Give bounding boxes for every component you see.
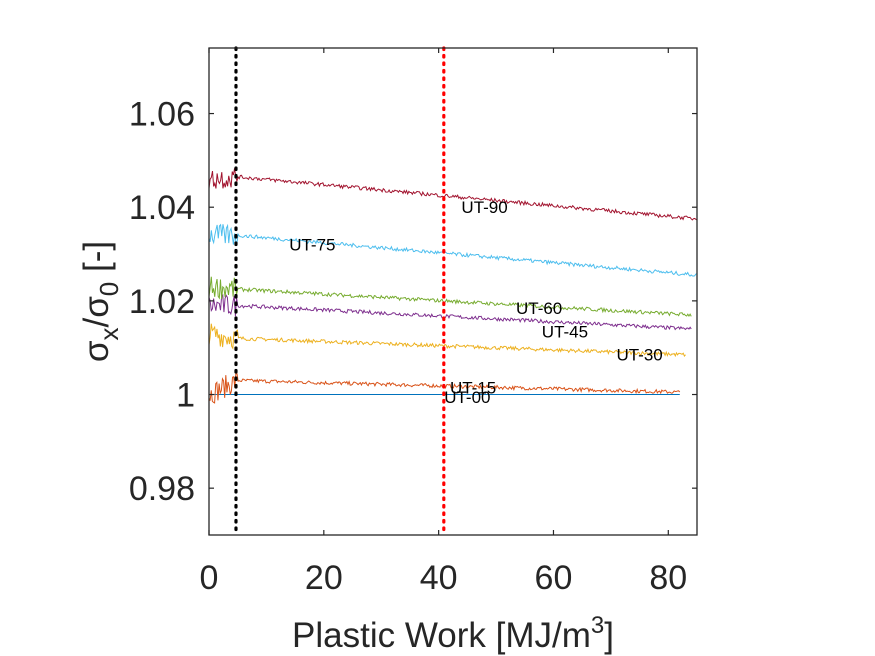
axis-ticks: 0 20 40 60 80 0.98 1 1.02 1.04 1.06 (129, 48, 697, 597)
y-axis-label-over-sigma: /σ (77, 296, 116, 328)
x-tick-label: 0 (200, 559, 219, 597)
y-tick-label: 0.98 (129, 470, 195, 508)
x-axis-label-main: Plastic Work [MJ/m (292, 616, 591, 655)
y-axis-label-unit: [-] (77, 241, 116, 282)
series-label-ut-75: UT-75 (289, 236, 335, 255)
series-label-ut-30: UT-30 (616, 346, 662, 365)
x-axis-label-end: ] (604, 616, 614, 655)
series-line-ut-60 (208, 276, 692, 317)
series-label-ut-00: UT-00 (444, 388, 490, 407)
x-tick-label: 60 (535, 559, 573, 597)
y-tick-label: 1 (176, 377, 195, 415)
series-label-ut-90: UT-90 (461, 198, 507, 217)
x-axis-label: Plastic Work [MJ/m3] (292, 612, 614, 655)
series-label-ut-60: UT-60 (516, 299, 562, 318)
series-line-ut-75 (208, 223, 698, 277)
reference-lines (234, 46, 446, 537)
series-line-ut-45 (208, 293, 692, 331)
y-axis-label: σx/σ0 [-] (77, 241, 124, 362)
series-label-ut-45: UT-45 (542, 322, 588, 341)
y-tick-label: 1.02 (129, 283, 195, 321)
plot-area-frame (208, 47, 698, 536)
series-label-ut-15: UT-15 (450, 378, 496, 397)
x-tick-label: 80 (649, 559, 687, 597)
y-axis-label-sigma: σ (77, 340, 116, 362)
x-axis-label-sup: 3 (591, 612, 604, 639)
x-tick-label: 40 (420, 559, 458, 597)
y-tick-label: 1.04 (129, 189, 195, 227)
y-axis-label-sub-0: 0 (94, 282, 124, 296)
series-line-ut-90 (208, 168, 698, 221)
series-layer (208, 168, 698, 404)
y-axis-label-sub-x: x (94, 328, 124, 341)
y-tick-label: 1.06 (129, 96, 195, 134)
series-line-ut-30 (208, 323, 686, 358)
x-tick-label: 20 (305, 559, 343, 597)
